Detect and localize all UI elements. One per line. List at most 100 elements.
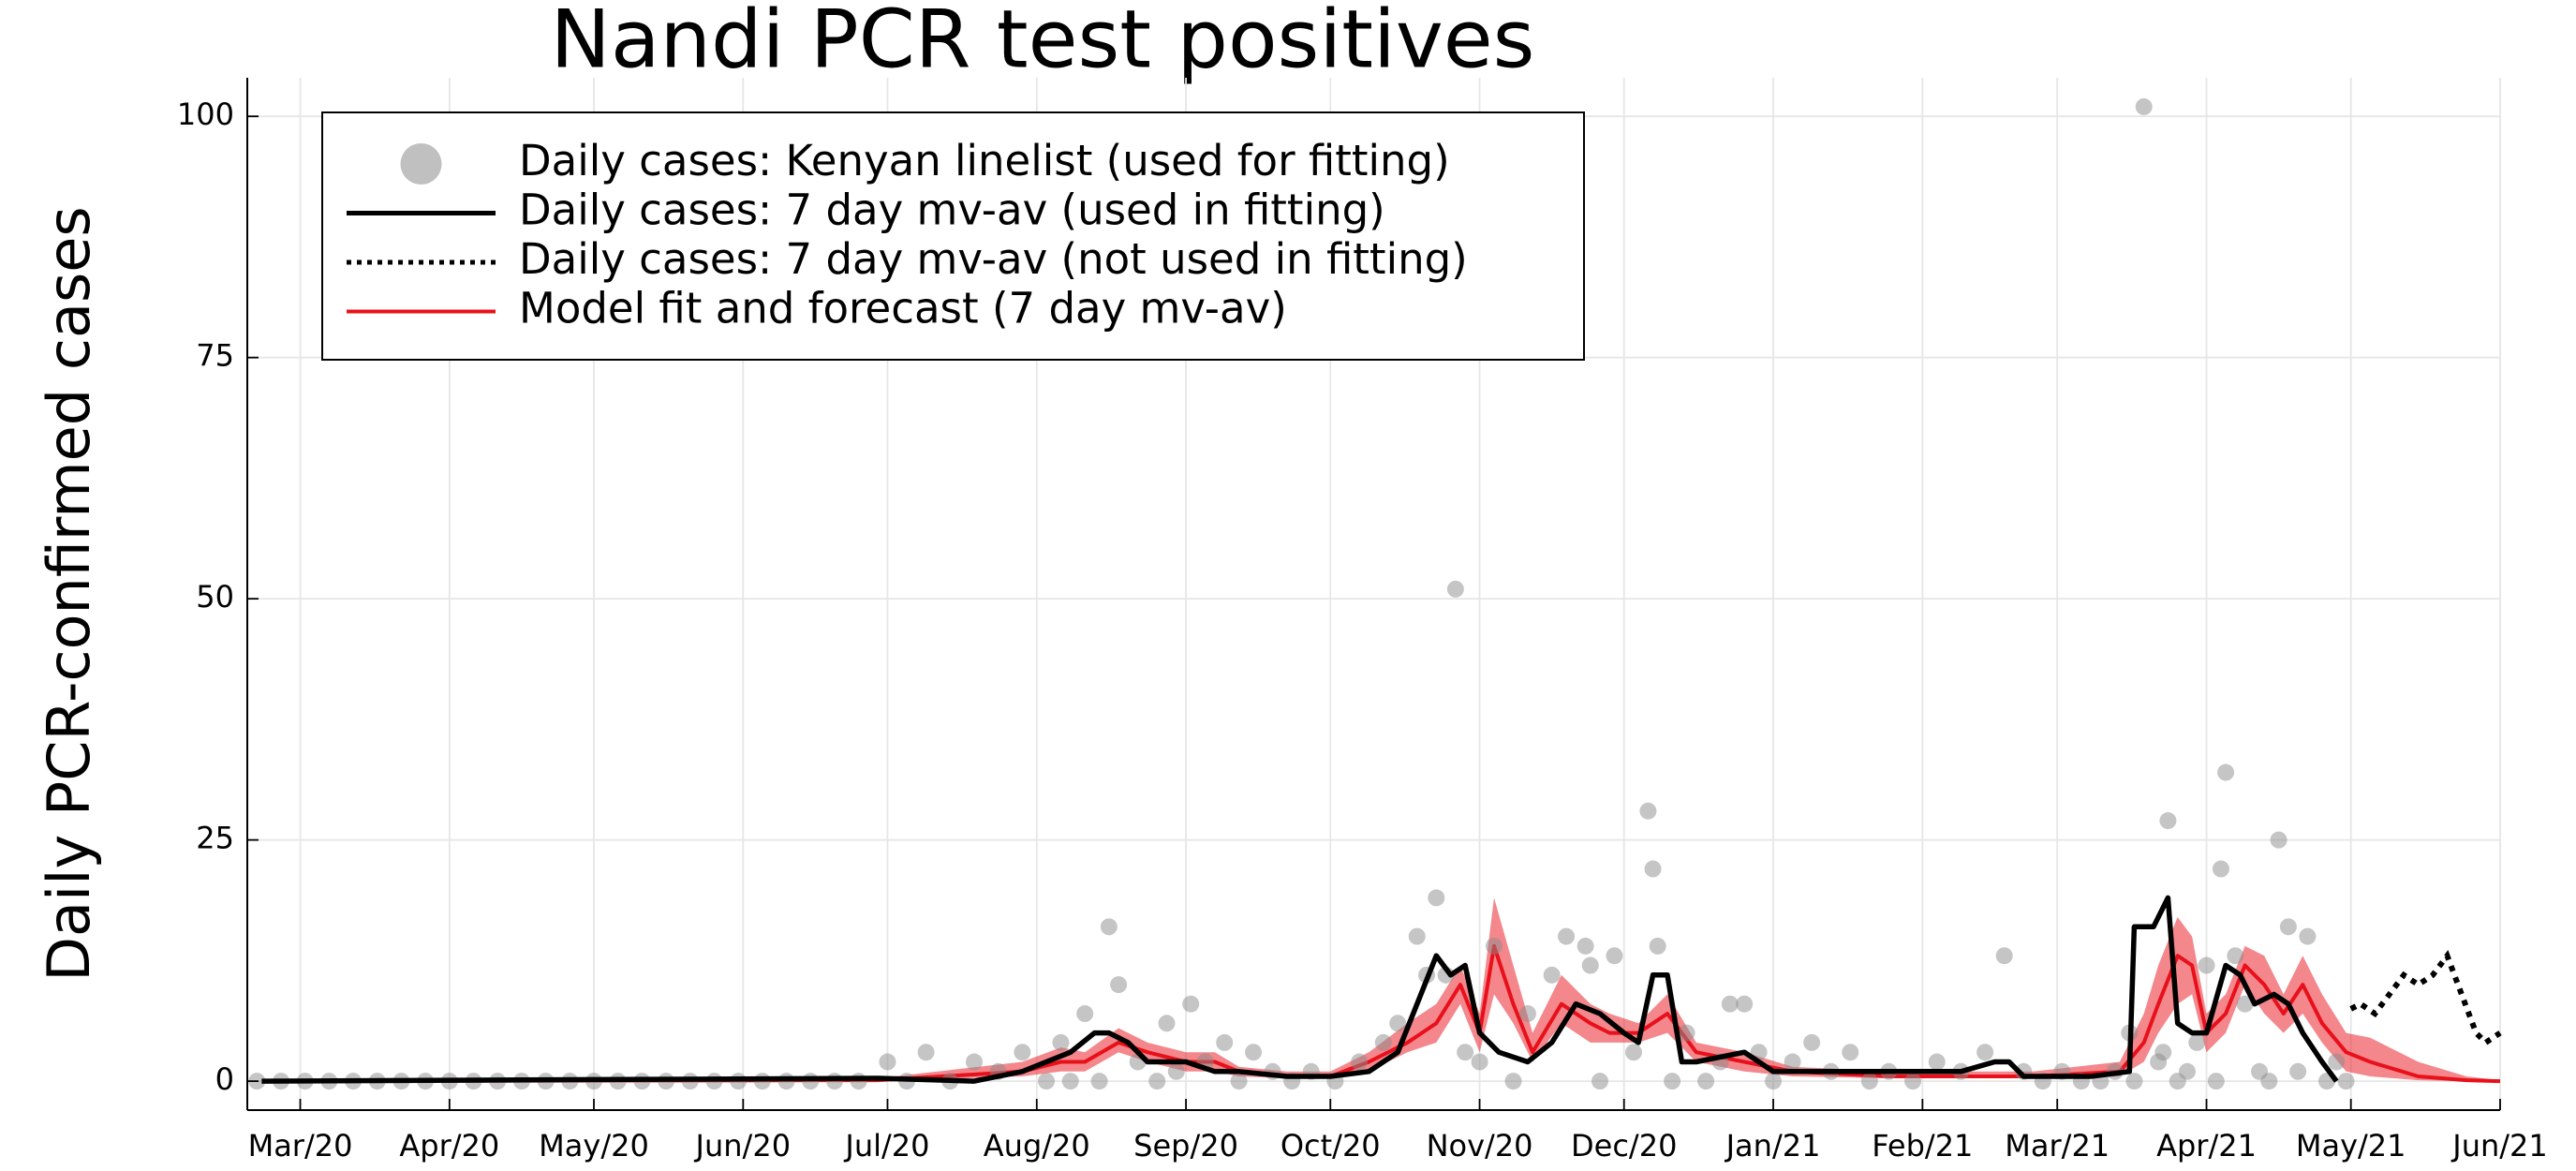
data-point (1577, 937, 1594, 955)
data-point (1110, 976, 1128, 994)
data-point (1351, 1053, 1369, 1071)
data-point (1649, 937, 1666, 955)
data-point (1230, 1073, 1248, 1090)
data-point (1389, 1015, 1407, 1032)
data-point (1904, 1073, 1922, 1090)
data-point (2212, 860, 2229, 878)
marks (248, 97, 2502, 1090)
data-point (1765, 1073, 1783, 1090)
data-point (1076, 1005, 1094, 1023)
chart-title: Nandi PCR test positives (551, 0, 1535, 86)
data-point (1428, 889, 1445, 907)
data-point (1736, 995, 1754, 1013)
data-point (1678, 1024, 1695, 1042)
data-point (850, 1073, 867, 1090)
line-dotted (2349, 950, 2502, 1046)
data-point (1606, 947, 1623, 965)
x-tick-label: Jul/20 (843, 1128, 929, 1164)
data-point (1625, 1044, 1642, 1061)
data-point (1721, 995, 1739, 1013)
legend-label: Daily cases: Kenyan linelist (used for f… (519, 136, 1450, 185)
data-point (1860, 1073, 1878, 1090)
data-point (1471, 1053, 1488, 1071)
x-tick-label: May/21 (2296, 1128, 2406, 1164)
data-point (1148, 1073, 1166, 1090)
x-tick-label: Jun/21 (2450, 1128, 2548, 1164)
data-point (825, 1073, 843, 1090)
data-point (1591, 1073, 1609, 1090)
data-point (1995, 947, 2013, 965)
data-point (2328, 1053, 2346, 1071)
data-point (2207, 1073, 2225, 1090)
data-point (1158, 1015, 1176, 1032)
x-tick-label: Sep/20 (1133, 1128, 1238, 1164)
x-tick-label: Aug/20 (984, 1128, 1090, 1164)
data-point (1842, 1044, 1859, 1061)
data-point (2159, 812, 2177, 830)
legend-label: Daily cases: 7 day mv-av (used in fittin… (519, 185, 1385, 235)
data-point (2289, 1062, 2307, 1080)
x-tick-label: Mar/21 (2005, 1128, 2110, 1164)
data-point (2227, 947, 2244, 965)
data-point (1518, 1005, 1536, 1023)
data-point (2279, 918, 2297, 936)
data-point (1976, 1044, 1994, 1061)
data-point (1784, 1053, 1801, 1071)
data-point (1061, 1073, 1079, 1090)
y-tick-label: 25 (196, 821, 234, 856)
data-point (1639, 802, 1657, 820)
x-tick-label: May/20 (539, 1128, 649, 1164)
y-tick-label: 50 (196, 579, 234, 615)
data-point (1697, 1073, 1715, 1090)
x-tick-label: Nov/20 (1427, 1128, 1533, 1164)
data-point (1446, 580, 1464, 598)
data-point (2154, 1044, 2172, 1061)
x-tick-label: Oct/20 (1281, 1128, 1381, 1164)
data-point (1216, 1033, 1234, 1051)
data-point (2188, 1033, 2206, 1051)
x-tick-label: Jan/21 (1725, 1128, 1821, 1164)
data-point (1100, 918, 1118, 936)
legend-label: Model fit and forecast (7 day mv-av) (519, 284, 1287, 334)
data-point (2125, 1073, 2143, 1090)
x-tick-label: Feb/21 (1872, 1128, 1973, 1164)
data-point (1504, 1073, 1522, 1090)
data-point (2135, 97, 2153, 115)
x-tick-label: Dec/20 (1571, 1128, 1677, 1164)
data-point (1644, 860, 1662, 878)
data-point (879, 1053, 896, 1071)
data-point (2299, 927, 2317, 945)
data-point (1038, 1073, 1056, 1090)
x-tick-label: Apr/20 (399, 1128, 499, 1164)
data-point (1408, 927, 1426, 945)
data-point (1457, 1044, 1474, 1061)
data-point (2178, 1062, 2196, 1080)
y-axis-label: Daily PCR-confirmed cases (35, 206, 103, 981)
y-tick-label: 75 (196, 338, 234, 374)
data-point (917, 1044, 935, 1061)
axes: 0 25 50 75 100 Mar/20 Apr/20 May/20 Jun/20 Jul/20… (177, 78, 2548, 1164)
legend: Daily cases: Kenyan linelist (used for f… (321, 111, 1585, 361)
y-tick-label: 0 (215, 1061, 234, 1097)
data-point (1245, 1044, 1263, 1061)
data-point (965, 1053, 983, 1071)
data-point (1485, 937, 1503, 955)
data-point (1182, 995, 1200, 1013)
data-point (1664, 1073, 1681, 1090)
data-point (1090, 1073, 1108, 1090)
data-point (1052, 1033, 1070, 1051)
data-point (1803, 1033, 1821, 1051)
line (261, 895, 2339, 1084)
legend-box (321, 111, 1585, 361)
data-point (1928, 1053, 1946, 1071)
y-tick-label: 100 (177, 96, 234, 132)
data-point (2270, 831, 2287, 849)
legend-label: Daily cases: 7 day mv-av (not used in fi… (519, 234, 1468, 284)
data-point (1374, 1033, 1392, 1051)
x-tick-label: Mar/20 (248, 1128, 353, 1164)
data-point (2337, 1073, 2355, 1090)
data-point (1014, 1044, 1031, 1061)
data-point (2198, 956, 2215, 974)
data-point (1167, 1062, 1185, 1080)
data-point (2260, 1073, 2278, 1090)
